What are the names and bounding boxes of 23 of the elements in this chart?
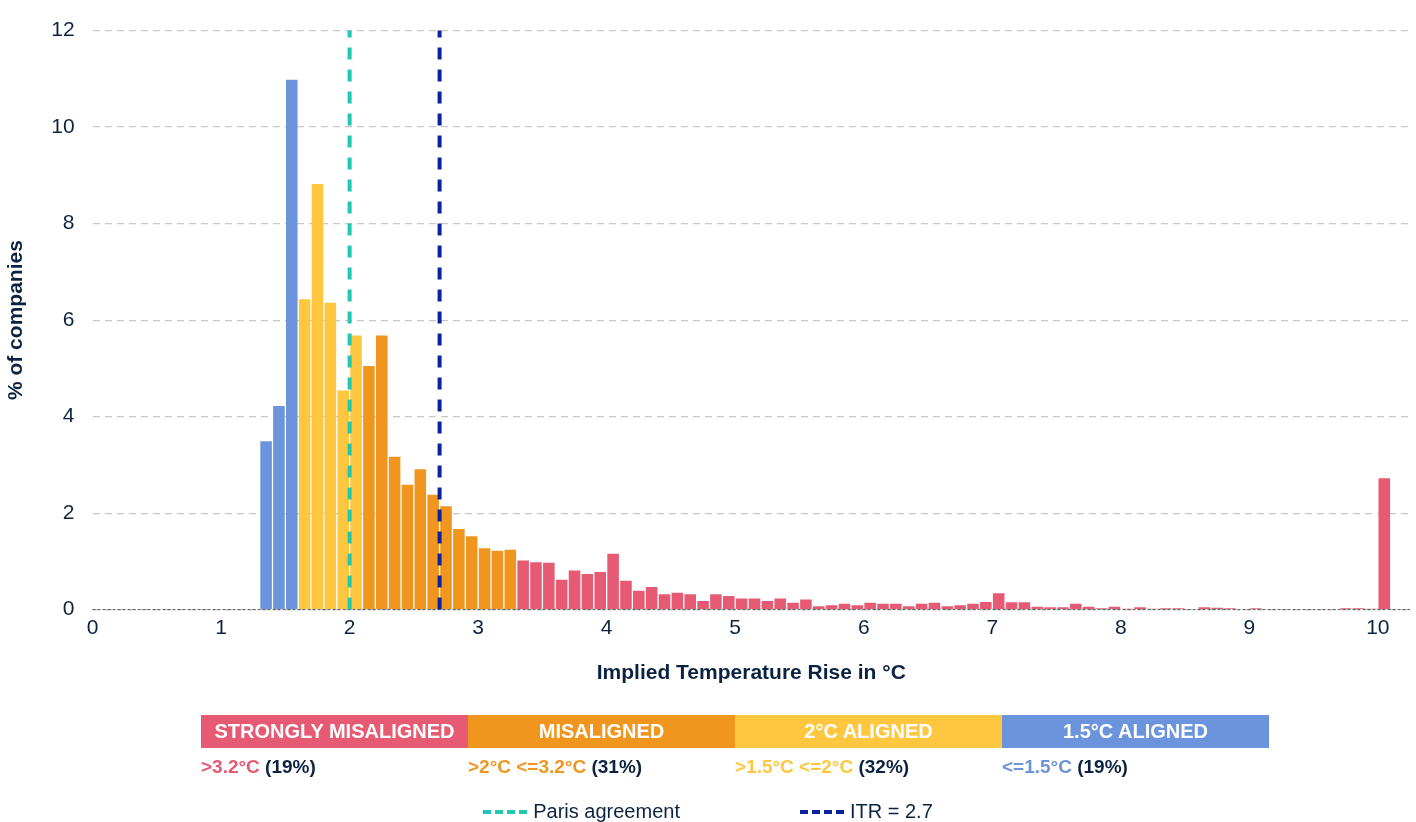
x-tick-label: 8 (1114, 615, 1127, 638)
y-tick-label: 4 (62, 403, 75, 427)
x-tick-label: 6 (857, 615, 870, 638)
x-tick-label: 2 (343, 615, 356, 638)
legend-label: ITR = 2.7 (849, 800, 933, 822)
x-tick-label: 5 (729, 615, 742, 638)
x-tick-label: 9 (1243, 615, 1256, 638)
category-key: STRONGLY MISALIGNED >3.2°C (19%) MISALIGNED >2°C <=3.2°C (31%) 2°C ALIGNED >1.5°C <=2°C (32%) 1.5°C ALIGNED <=1.5°C (19%) (201, 715, 1269, 778)
x-axis-title: Implied Temperature Rise in °C (596, 660, 906, 684)
y-tick-label: 0 (62, 596, 75, 620)
y-tick-label: 6 (62, 306, 75, 330)
y-tick-label: 10 (51, 113, 75, 137)
y-tick-label: 8 (62, 210, 75, 234)
x-tick-label: 7 (986, 615, 999, 638)
y-tick-label: 2 (62, 499, 75, 523)
x-tick-label: 3 (472, 615, 484, 638)
legend-label: Paris agreement (533, 800, 680, 822)
x-tick-label: 4 (600, 615, 613, 638)
x-tick-label: 10 (1366, 615, 1390, 638)
y-axis-title: % of companies (3, 240, 27, 401)
x-tick-label: 0 (86, 615, 99, 638)
y-tick-label: 12 (51, 17, 75, 41)
x-tick-label: 1 (215, 615, 227, 638)
